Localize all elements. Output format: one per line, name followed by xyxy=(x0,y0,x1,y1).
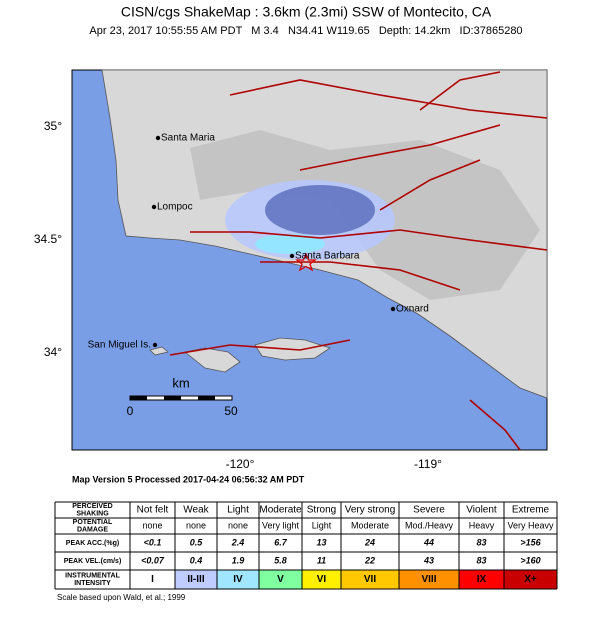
table-cell: Very light xyxy=(262,520,300,530)
table-cell: >160 xyxy=(520,555,540,565)
intensity-area xyxy=(255,234,325,254)
table-cell: none xyxy=(186,520,206,530)
island xyxy=(149,346,169,356)
lat-label: 34° xyxy=(44,345,62,359)
table-cell: V xyxy=(277,574,284,585)
table-cell: Moderate xyxy=(259,505,302,516)
table-cell: 5.8 xyxy=(274,555,287,565)
row-label: PERCEIVED xyxy=(72,503,112,510)
row-label: SHAKING xyxy=(76,511,109,518)
table-cell: Violent xyxy=(466,505,497,516)
intensity-color xyxy=(341,570,399,589)
table-cell: I xyxy=(151,574,154,585)
table-cell: 43 xyxy=(423,555,434,565)
table-cell: 44 xyxy=(423,537,434,547)
lat-label: 35° xyxy=(44,119,62,133)
map-version: Map Version 5 Processed 2017-04-24 06:56… xyxy=(72,474,305,484)
table-cell: Very strong xyxy=(345,505,396,516)
table-cell: IV xyxy=(233,574,243,585)
place-dot xyxy=(390,306,396,312)
table-cell: Extreme xyxy=(512,505,550,516)
faults xyxy=(169,71,548,451)
table-cell: IX xyxy=(477,574,487,585)
table-cell: 0.4 xyxy=(190,555,203,565)
intensity-color xyxy=(217,570,259,589)
table-cell: VII xyxy=(364,574,376,585)
table-cell: 24 xyxy=(364,537,375,547)
intensity-color xyxy=(399,570,459,589)
place-label: Santa Maria xyxy=(161,133,215,144)
table-cell: 22 xyxy=(364,555,375,565)
place-label: Santa Barbara xyxy=(295,251,360,262)
row-label: INTENSITY xyxy=(74,580,111,587)
subtitle: Apr 23, 2017 10:55:55 AM PDT M 3.4 N34.4… xyxy=(89,25,522,37)
table-cell: Heavy xyxy=(469,520,495,530)
scale-bar: km 0 50 xyxy=(127,375,238,418)
table-cell: Moderate xyxy=(351,520,389,530)
place-dot xyxy=(289,253,295,259)
table-cell: 83 xyxy=(476,555,486,565)
map: km 0 50 35° 34.5° 34° -120° -119° Santa … xyxy=(34,69,548,471)
row-label: POTENTIAL xyxy=(73,519,113,526)
table-cell: Not felt xyxy=(137,505,169,516)
table-cell: none xyxy=(142,520,162,530)
place-label: Oxnard xyxy=(396,304,429,315)
title: CISN/cgs ShakeMap : 3.6km (2.3mi) SSW of… xyxy=(121,4,492,20)
table-cell: II-III xyxy=(187,574,204,585)
table-cell: 2.4 xyxy=(231,537,245,547)
table-cell: Severe xyxy=(413,505,445,516)
place-label: San Miguel Is. xyxy=(88,340,151,351)
table-cell: <0.07 xyxy=(141,555,165,565)
table-cell: Very Heavy xyxy=(507,520,554,530)
table-cell: 1.9 xyxy=(232,555,245,565)
place-dot xyxy=(151,204,157,210)
row-label: INSTRUMENTAL xyxy=(65,573,120,580)
intensity-area xyxy=(265,185,375,235)
lat-label: 34.5° xyxy=(34,232,62,246)
row-label: PEAK VEL.(cm/s) xyxy=(64,558,122,565)
table-cell: Weak xyxy=(183,505,209,516)
intensity-color xyxy=(130,570,175,589)
row-label: PEAK ACC.(%g) xyxy=(66,540,119,547)
epicenter xyxy=(295,252,317,272)
island xyxy=(184,347,241,373)
scale-end: 50 xyxy=(224,404,238,418)
table-cell: 83 xyxy=(476,537,486,547)
intensity-color xyxy=(504,570,557,589)
place-dot xyxy=(152,342,158,348)
table-cell: X+ xyxy=(524,574,537,585)
table-cell: Strong xyxy=(307,505,336,516)
table-cell: VI xyxy=(317,574,327,585)
table-cell: 13 xyxy=(316,537,326,547)
row-label: DAMAGE xyxy=(77,527,108,534)
table-cell: Light xyxy=(312,520,332,530)
intensity-color xyxy=(302,570,341,589)
table-cell: 0.5 xyxy=(190,537,204,547)
lon-label: -120° xyxy=(226,457,255,471)
scale-start: 0 xyxy=(127,404,134,418)
table-cell: none xyxy=(228,520,248,530)
intensity-color xyxy=(459,570,504,589)
scale-unit: km xyxy=(172,375,189,390)
table-cell: <0.1 xyxy=(144,537,162,547)
place-label: Lompoc xyxy=(157,202,193,213)
intensity-color xyxy=(175,570,217,589)
table-cell: 11 xyxy=(317,555,326,565)
table-cell: Light xyxy=(227,505,249,516)
intensity-color xyxy=(259,570,302,589)
place-dot xyxy=(155,135,161,141)
footnote: Scale based upon Wald, et al.; 1999 xyxy=(57,593,186,602)
lon-label: -119° xyxy=(414,457,442,471)
table-cell: 6.7 xyxy=(274,537,288,547)
table-cell: >156 xyxy=(520,537,541,547)
table-cell: VIII xyxy=(421,574,436,585)
table-cell: Mod./Heavy xyxy=(405,520,454,530)
